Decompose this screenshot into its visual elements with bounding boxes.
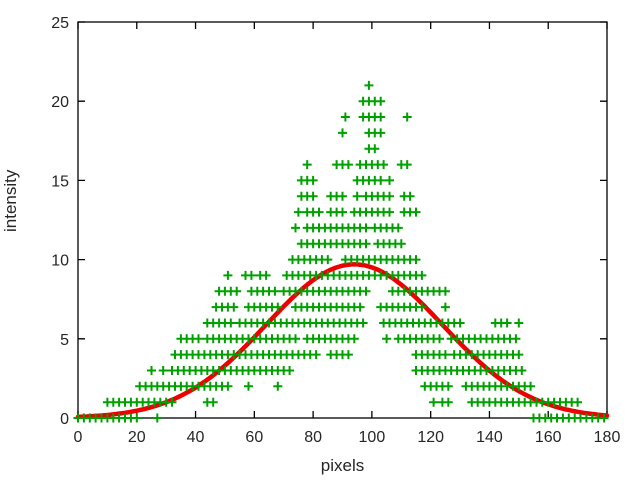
y-tick-label: 0 — [60, 411, 69, 428]
y-tick-label: 15 — [51, 173, 69, 190]
plot-frame — [77, 21, 608, 419]
x-tick-label: 140 — [476, 429, 503, 446]
y-tick-label: 20 — [51, 94, 69, 111]
y-tick-label: 10 — [51, 253, 69, 270]
y-axis-label: intensity — [1, 169, 20, 232]
x-tick-label: 20 — [128, 429, 146, 446]
y-tick-label: 5 — [60, 332, 69, 349]
scatter-points — [73, 80, 609, 423]
x-tick-label: 120 — [417, 429, 444, 446]
x-tick-label: 0 — [74, 429, 83, 446]
x-tick-label: 180 — [594, 429, 621, 446]
y-tick-label: 25 — [51, 15, 69, 32]
x-tick-label: 160 — [535, 429, 562, 446]
x-axis-label: pixels — [320, 456, 365, 475]
x-tick-label: 80 — [304, 429, 322, 446]
x-tick-label: 40 — [187, 429, 205, 446]
x-tick-label: 100 — [359, 429, 386, 446]
x-tick-label: 60 — [245, 429, 263, 446]
